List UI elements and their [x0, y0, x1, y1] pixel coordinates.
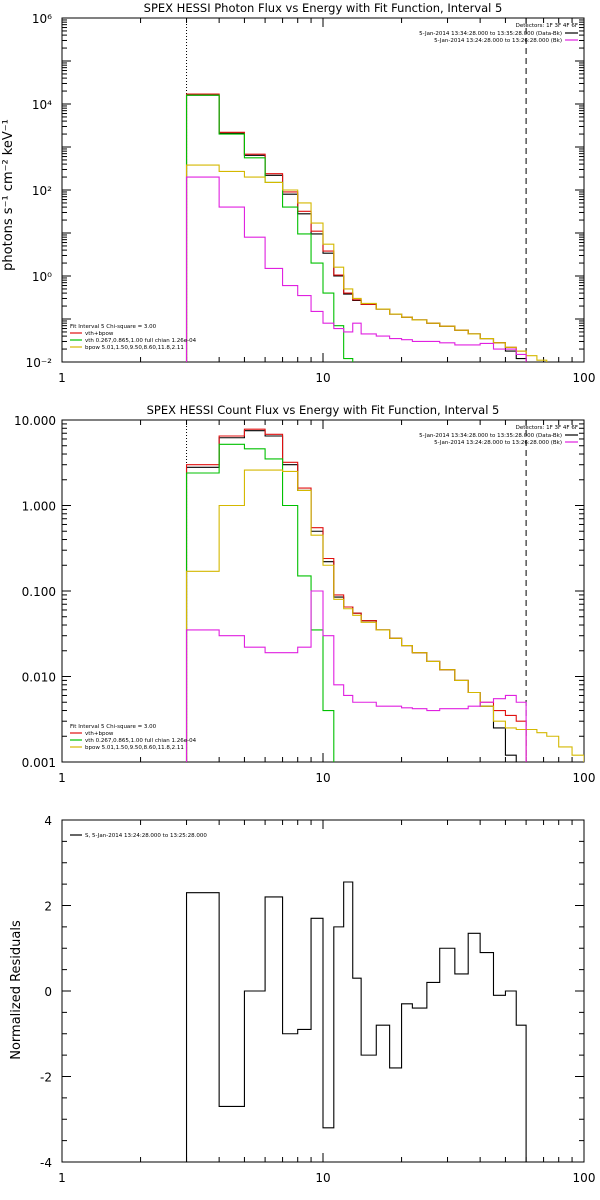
interval-label: 5-Jan-2014 13:34:28.000 to 13:35:28.000 … [419, 31, 562, 37]
series-line-4 [185, 164, 548, 362]
series-group [185, 428, 584, 762]
panel-2: 1 10 100 0.001 0.010 0.100 1.000 10.000 SPEX HES… [14, 403, 596, 785]
legend: S, 5-Jan-2014 13:24:28.000 to 13:25:28.0… [70, 833, 207, 839]
y-tick-label: 0.010 [22, 671, 56, 685]
series-group [185, 93, 548, 362]
x-tick-label: 1 [58, 771, 66, 785]
y-tick-label: 0.100 [22, 585, 56, 599]
x-tick-label: 10 [315, 1171, 330, 1185]
chart-title: SPEX HESSI Count Flux vs Energy with Fit… [147, 403, 500, 417]
y-tick-label: -4 [40, 1156, 52, 1170]
y-tick-label: 10⁻² [26, 356, 53, 370]
x-tick-label: 1 [58, 1171, 66, 1185]
series-line-2 [185, 93, 527, 362]
legend-entry: bpow 5.01,1.50,9.50,8.60,11.8,2.11 [85, 745, 184, 751]
plot-frame [61, 17, 585, 363]
legend-entry: vth+bpow [85, 731, 114, 737]
x-tick-label: 10 [315, 371, 330, 385]
x-tick-label: 100 [573, 771, 596, 785]
y-tick-label: 10⁴ [32, 98, 52, 112]
series-line-1 [185, 430, 517, 762]
series-line-5 [185, 590, 527, 762]
interval-label: 5-Jan-2014 13:34:28.000 to 13:35:28.000 … [419, 433, 562, 439]
legend-title: Fit Interval 5 Chi-square = 3.00 [70, 324, 157, 330]
series-line-5 [185, 176, 527, 362]
legend-entry: bpow 5.01,1.50,9.50,8.60,11.8,2.11 [85, 345, 184, 351]
y-tick-label: 10⁰ [32, 270, 52, 284]
series-line-1 [185, 94, 527, 362]
legend-entry: vth 0.267,0.865,1.00 full chian 1.26e-04 [85, 738, 197, 744]
series-line-1 [185, 881, 527, 1162]
y-tick-label: 10.000 [14, 414, 56, 428]
series-line-2 [185, 428, 527, 762]
panel-3: 1 10 100 -4 -2 0 2 4 Normalized Residuals S, 5-Ja… [9, 814, 595, 1185]
legend-entry: vth+bpow [85, 331, 114, 337]
y-tick-label: 10² [32, 184, 52, 198]
x-tick-label: 1 [58, 371, 66, 385]
legend-entry: vth 0.267,0.865,1.00 full chian 1.26e-04 [85, 338, 197, 344]
series-group [185, 881, 527, 1162]
detectors-label: Detectors: 1F 3F 4F 6F [516, 425, 578, 431]
interval-label: 5-Jan-2014 13:24:28.000 to 13:26:28.000 … [434, 440, 562, 446]
y-tick-label: 0.001 [22, 756, 56, 770]
y-axis-label: Normalized Residuals [9, 920, 24, 1060]
legend: Fit Interval 5 Chi-square = 3.00vth+bpow… [70, 324, 197, 351]
x-tick-label: 10 [315, 771, 330, 785]
y-tick-label: 1.000 [22, 500, 56, 514]
y-tick-label: 0 [44, 985, 52, 999]
interval-label: 5-Jan-2014 13:24:28.000 to 13:26:28.000 … [434, 38, 562, 44]
series-line-3 [185, 94, 354, 362]
y-tick-label: 10⁶ [32, 12, 52, 26]
series-line-3 [185, 443, 335, 762]
series-line-4 [185, 469, 584, 762]
chart-title: SPEX HESSI Photon Flux vs Energy with Fi… [144, 1, 503, 15]
y-tick-label: 2 [44, 900, 52, 914]
detectors-label: Detectors: 1F 3F 4F 6F [516, 23, 578, 29]
y-tick-label: 4 [44, 814, 52, 828]
x-tick-label: 100 [573, 371, 596, 385]
legend-entry: S, 5-Jan-2014 13:24:28.000 to 13:25:28.0… [85, 833, 207, 839]
y-axis-label: photons s⁻¹ cm⁻² keV⁻¹ [1, 119, 16, 271]
panel-1: 1 10 100 10⁻² 10⁰ 10² 10⁴ 10⁶ photons s⁻¹ cm⁻² k… [1, 1, 596, 385]
y-tick-label: -2 [40, 1071, 52, 1085]
legend: Fit Interval 5 Chi-square = 3.00vth+bpow… [70, 724, 197, 751]
x-tick-label: 100 [573, 1171, 596, 1185]
legend-title: Fit Interval 5 Chi-square = 3.00 [70, 724, 157, 730]
